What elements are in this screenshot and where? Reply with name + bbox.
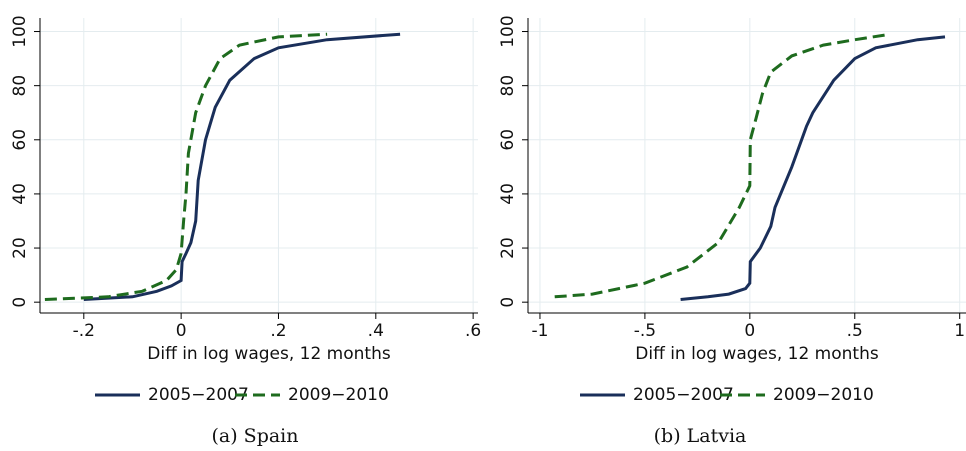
x-axis-title: Diff in log wages, 12 months [147,344,391,364]
y-tick-label: 20 [10,237,30,259]
y-tick-label: 100 [498,15,518,47]
x-tick-label: -1 [531,321,548,341]
x-tick-label: .5 [847,321,863,341]
x-tick-label: 1 [954,321,965,341]
legend-label: 2009−2010 [773,385,874,405]
y-tick-label: 40 [498,183,518,205]
caption: (a) Spain [211,425,298,447]
x-tick-label: -.5 [634,321,656,341]
x-tick-label: 0 [176,321,187,341]
x-tick-label: -.2 [73,321,95,341]
series-line [83,32,401,301]
series-line [680,35,946,301]
series-line [44,32,328,301]
y-tick-label: 0 [10,297,30,308]
y-tick-label: 80 [10,75,30,97]
y-tick-label: 20 [498,237,518,259]
x-tick-label: .2 [270,321,286,341]
x-tick-label: 0 [744,321,755,341]
x-tick-label: .6 [465,321,481,341]
legend-label: 2005−2007 [633,385,734,405]
y-tick-label: 60 [10,129,30,151]
y-tick-label: 40 [10,183,30,205]
caption: (b) Latvia [654,425,747,447]
y-tick-label: 80 [498,75,518,97]
series-line [554,32,891,299]
legend-label: 2005−2007 [148,385,249,405]
legend-label: 2009−2010 [288,385,389,405]
x-axis-title: Diff in log wages, 12 months [635,344,879,364]
y-tick-label: 100 [10,15,30,47]
y-tick-label: 60 [498,129,518,151]
y-tick-label: 0 [498,297,518,308]
x-tick-label: .4 [368,321,384,341]
